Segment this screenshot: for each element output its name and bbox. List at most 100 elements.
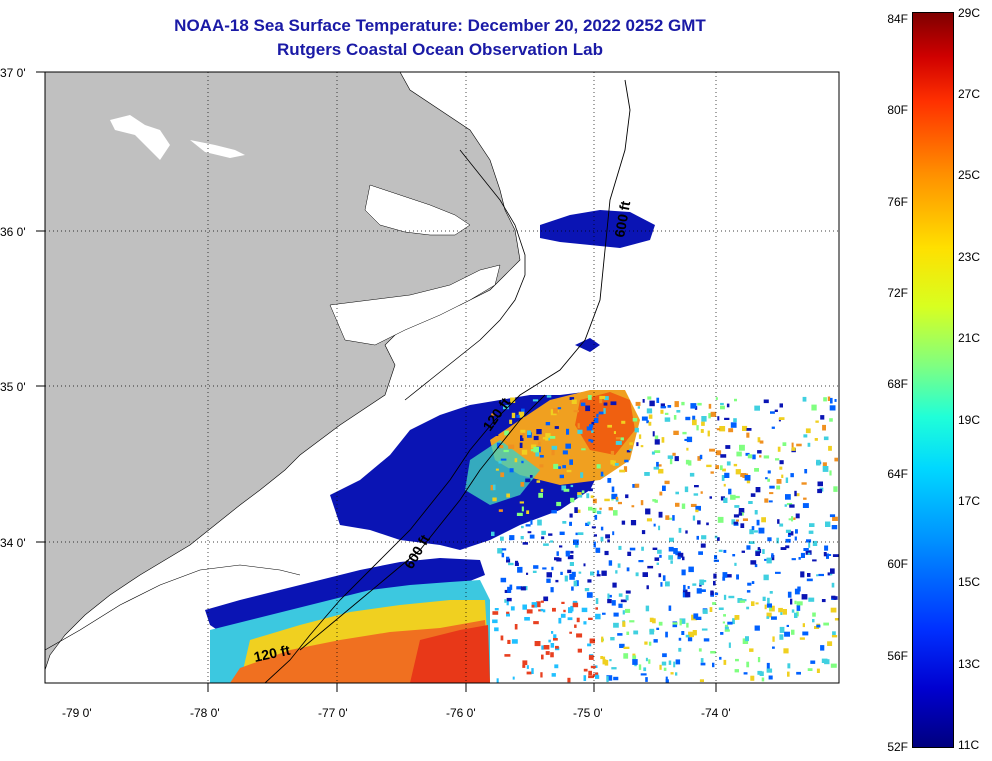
sst-pixel [492, 611, 499, 615]
sst-pixel [491, 531, 495, 536]
colorbar-c-19: 19C [958, 413, 981, 427]
sst-pixel [678, 527, 682, 533]
sst-pixel [536, 429, 542, 435]
sst-pixel [667, 405, 672, 408]
sst-pixel [725, 445, 731, 449]
sst-pixel [506, 600, 509, 606]
sst-pixel [823, 552, 827, 557]
sst-pixel [535, 452, 539, 457]
sst-pixel [703, 638, 710, 642]
sst-pixel [746, 428, 752, 431]
sst-pixel [757, 657, 761, 663]
sst-pixel [796, 671, 801, 675]
sst-pixel [694, 485, 699, 488]
sst-pixel [522, 542, 528, 545]
sst-pixel [670, 560, 673, 564]
sst-pixel [501, 552, 505, 558]
sst-pixel [675, 491, 679, 495]
sst-pixel [551, 673, 556, 677]
sst-pixel [764, 558, 767, 561]
sst-pixel [775, 571, 781, 574]
sst-pixel [718, 607, 724, 610]
sst-pixel [531, 444, 537, 449]
sst-pixel [527, 432, 532, 438]
sst-pixel [648, 641, 652, 646]
sst-pixel [520, 482, 525, 487]
sst-pixel [744, 475, 751, 481]
sst-pixel [832, 554, 839, 557]
sst-pixel [763, 574, 769, 581]
sst-pixel [696, 535, 699, 540]
sst-pixel [779, 523, 784, 527]
sst-pixel [504, 430, 509, 436]
sst-pixel [587, 521, 591, 525]
isobath-600ft [299, 394, 546, 651]
lat-label-36: 36 0' [0, 225, 26, 239]
lon-label-75: -75 0' [573, 706, 603, 720]
sst-pixel [802, 631, 809, 636]
sst-pixel [614, 463, 619, 466]
sst-pixel [659, 491, 663, 496]
colorbar-c-13: 13C [958, 657, 981, 671]
sst-pixel [587, 395, 592, 400]
sst-pixel [751, 526, 755, 530]
sst-pixel [496, 442, 501, 449]
map-title: NOAA-18 Sea Surface Temperature: Decembe… [174, 16, 706, 35]
sst-pixel [803, 434, 808, 438]
sst-pixel [527, 430, 531, 435]
sst-pixel [629, 620, 635, 623]
sst-pixel [745, 636, 749, 642]
sst-pixel [751, 601, 755, 606]
sst-pixel [533, 565, 539, 569]
sst-pixel [509, 537, 512, 541]
sst-pixel [771, 555, 775, 561]
sst-pixel [565, 550, 570, 557]
sst-pixel [652, 431, 655, 437]
sst-pixel [823, 397, 827, 402]
sst-pixel [566, 428, 570, 435]
sst-pixel [519, 397, 523, 402]
sst-pixel [739, 444, 745, 451]
sst-pixel [665, 515, 670, 520]
sst-pixel [649, 400, 655, 407]
sst-pixel [604, 550, 609, 556]
sst-pixel [500, 458, 507, 461]
sst-pixel [765, 477, 768, 480]
sst-pixel [668, 546, 674, 552]
sst-pixel [522, 660, 528, 665]
sst-pixel [746, 590, 751, 593]
sst-pixel [768, 500, 773, 503]
sst-pixel [598, 411, 604, 415]
sst-pixel [538, 441, 541, 446]
sst-pixel [774, 409, 778, 412]
sst-pixel [573, 410, 579, 413]
sst-pixel [618, 603, 623, 608]
sst-pixel [768, 675, 773, 680]
sst-pixel [713, 559, 719, 562]
sst-pixel [766, 557, 772, 564]
sst-pixel [524, 508, 527, 510]
sst-pixel [626, 631, 630, 635]
sst-pixel [623, 653, 629, 659]
sst-pixel [807, 668, 813, 671]
sst-pixel [609, 659, 612, 662]
map-subtitle: Rutgers Coastal Ocean Observation Lab [277, 40, 603, 59]
sst-pixel [766, 668, 773, 673]
sst-pixel [658, 621, 663, 626]
sst-pixel [771, 616, 777, 620]
sst-pixel [794, 612, 798, 618]
sst-pixel [779, 460, 784, 465]
sst-pixel [714, 592, 719, 596]
sst-pixel [812, 540, 818, 546]
sst-pixel [734, 495, 740, 499]
sst-pixel [693, 613, 699, 619]
sst-pixel [648, 414, 653, 419]
sst-pixel [696, 588, 702, 594]
sst-pixel [834, 618, 839, 621]
sst-pixel [687, 637, 693, 642]
sst-pixel [685, 530, 688, 534]
sst-pixel [651, 451, 655, 455]
sst-pixel [718, 549, 723, 552]
sst-pixel [824, 545, 829, 551]
sst-pixel [573, 580, 578, 587]
